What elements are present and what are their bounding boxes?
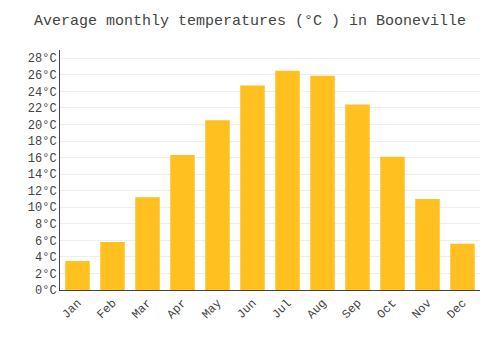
svg-text:Apr: Apr: [164, 297, 189, 322]
svg-text:24°C: 24°C: [28, 86, 57, 100]
svg-text:6°C: 6°C: [35, 235, 57, 249]
svg-text:Jul: Jul: [269, 297, 294, 322]
svg-text:8°C: 8°C: [35, 218, 57, 232]
svg-text:Average monthly temperatures (: Average monthly temperatures (°C ) in Bo…: [34, 13, 466, 30]
svg-text:Aug: Aug: [304, 297, 329, 322]
svg-text:Jun: Jun: [234, 297, 259, 322]
svg-text:Nov: Nov: [409, 297, 434, 322]
svg-text:20°C: 20°C: [28, 119, 57, 133]
svg-text:12°C: 12°C: [28, 185, 57, 199]
svg-text:May: May: [199, 297, 224, 322]
svg-text:Oct: Oct: [374, 297, 399, 322]
svg-text:14°C: 14°C: [28, 168, 57, 182]
svg-text:Sep: Sep: [339, 297, 364, 322]
svg-text:Jan: Jan: [59, 297, 84, 322]
svg-text:22°C: 22°C: [28, 102, 57, 116]
svg-text:0°C: 0°C: [35, 284, 57, 298]
svg-text:16°C: 16°C: [28, 152, 57, 166]
svg-text:Dec: Dec: [444, 297, 469, 322]
svg-text:4°C: 4°C: [35, 251, 57, 265]
svg-text:28°C: 28°C: [28, 52, 57, 66]
svg-text:18°C: 18°C: [28, 135, 57, 149]
svg-text:Feb: Feb: [94, 297, 119, 322]
svg-text:Mar: Mar: [129, 297, 154, 322]
svg-text:10°C: 10°C: [28, 201, 57, 215]
svg-text:2°C: 2°C: [35, 268, 57, 282]
svg-text:26°C: 26°C: [28, 69, 57, 83]
